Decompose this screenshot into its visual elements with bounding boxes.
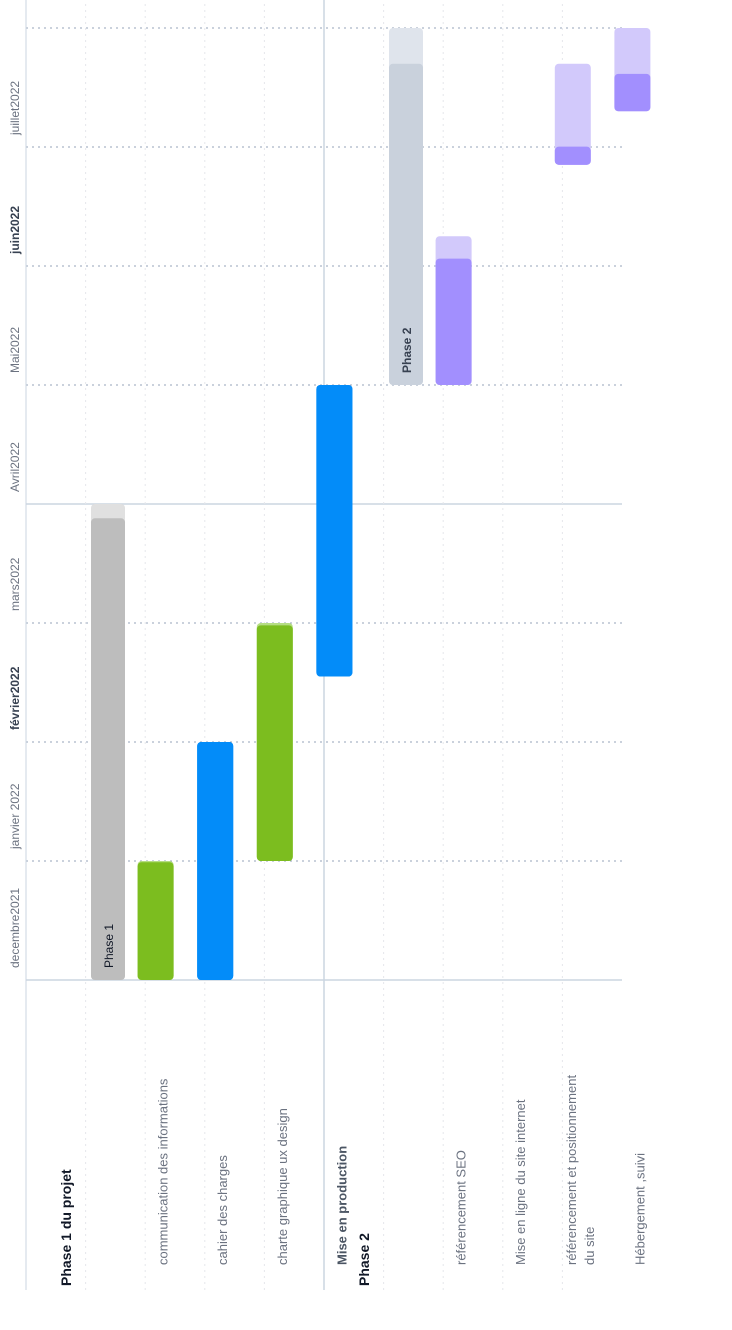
timeline-tick-label: janvier 2022 — [8, 783, 22, 850]
task-label: Hébergement ,suivi — [632, 1153, 647, 1265]
task-bar-progress — [614, 73, 651, 112]
task-label: référencement et positionnement — [564, 1075, 579, 1265]
task-bar-track — [554, 63, 591, 165]
task-bar-progress — [554, 146, 591, 165]
task-label: Mise en production — [334, 1146, 349, 1265]
task-bar-progress — [316, 385, 353, 677]
group-label: Phase 1 du projet — [58, 1169, 74, 1286]
summary-bar-label: Phase 1 — [102, 924, 116, 968]
task-bar-progress — [197, 742, 234, 980]
timeline-tick-label: decembre2021 — [8, 888, 22, 968]
task-bar-progress — [435, 258, 472, 385]
task-label: communication des informations — [156, 1078, 171, 1265]
task-label: charte graphique ux design — [275, 1108, 290, 1265]
summary-bar-progress — [91, 518, 125, 980]
group-label: Phase 2 — [356, 1233, 372, 1286]
timeline-tick-label: Mai2022 — [8, 327, 22, 373]
summary-bar-progress — [389, 63, 423, 385]
summary-bar-label: Phase 2 — [400, 327, 414, 373]
task-bar-progress — [137, 862, 174, 980]
task-bar-progress — [256, 625, 293, 861]
task-label: référencement SEO — [454, 1150, 469, 1265]
task-label: du site — [582, 1227, 597, 1265]
task-label: cahier des charges — [215, 1155, 230, 1265]
task-label: Mise en ligne du site internet — [513, 1099, 528, 1265]
timeline-tick-label: juillet2022 — [8, 81, 22, 136]
timeline-tick-label: Avril2022 — [8, 442, 22, 492]
timeline-tick-label: juin2022 — [8, 206, 22, 255]
timeline-tick-label: mars2022 — [8, 557, 22, 611]
timeline-tick-label: février2022 — [8, 666, 22, 730]
